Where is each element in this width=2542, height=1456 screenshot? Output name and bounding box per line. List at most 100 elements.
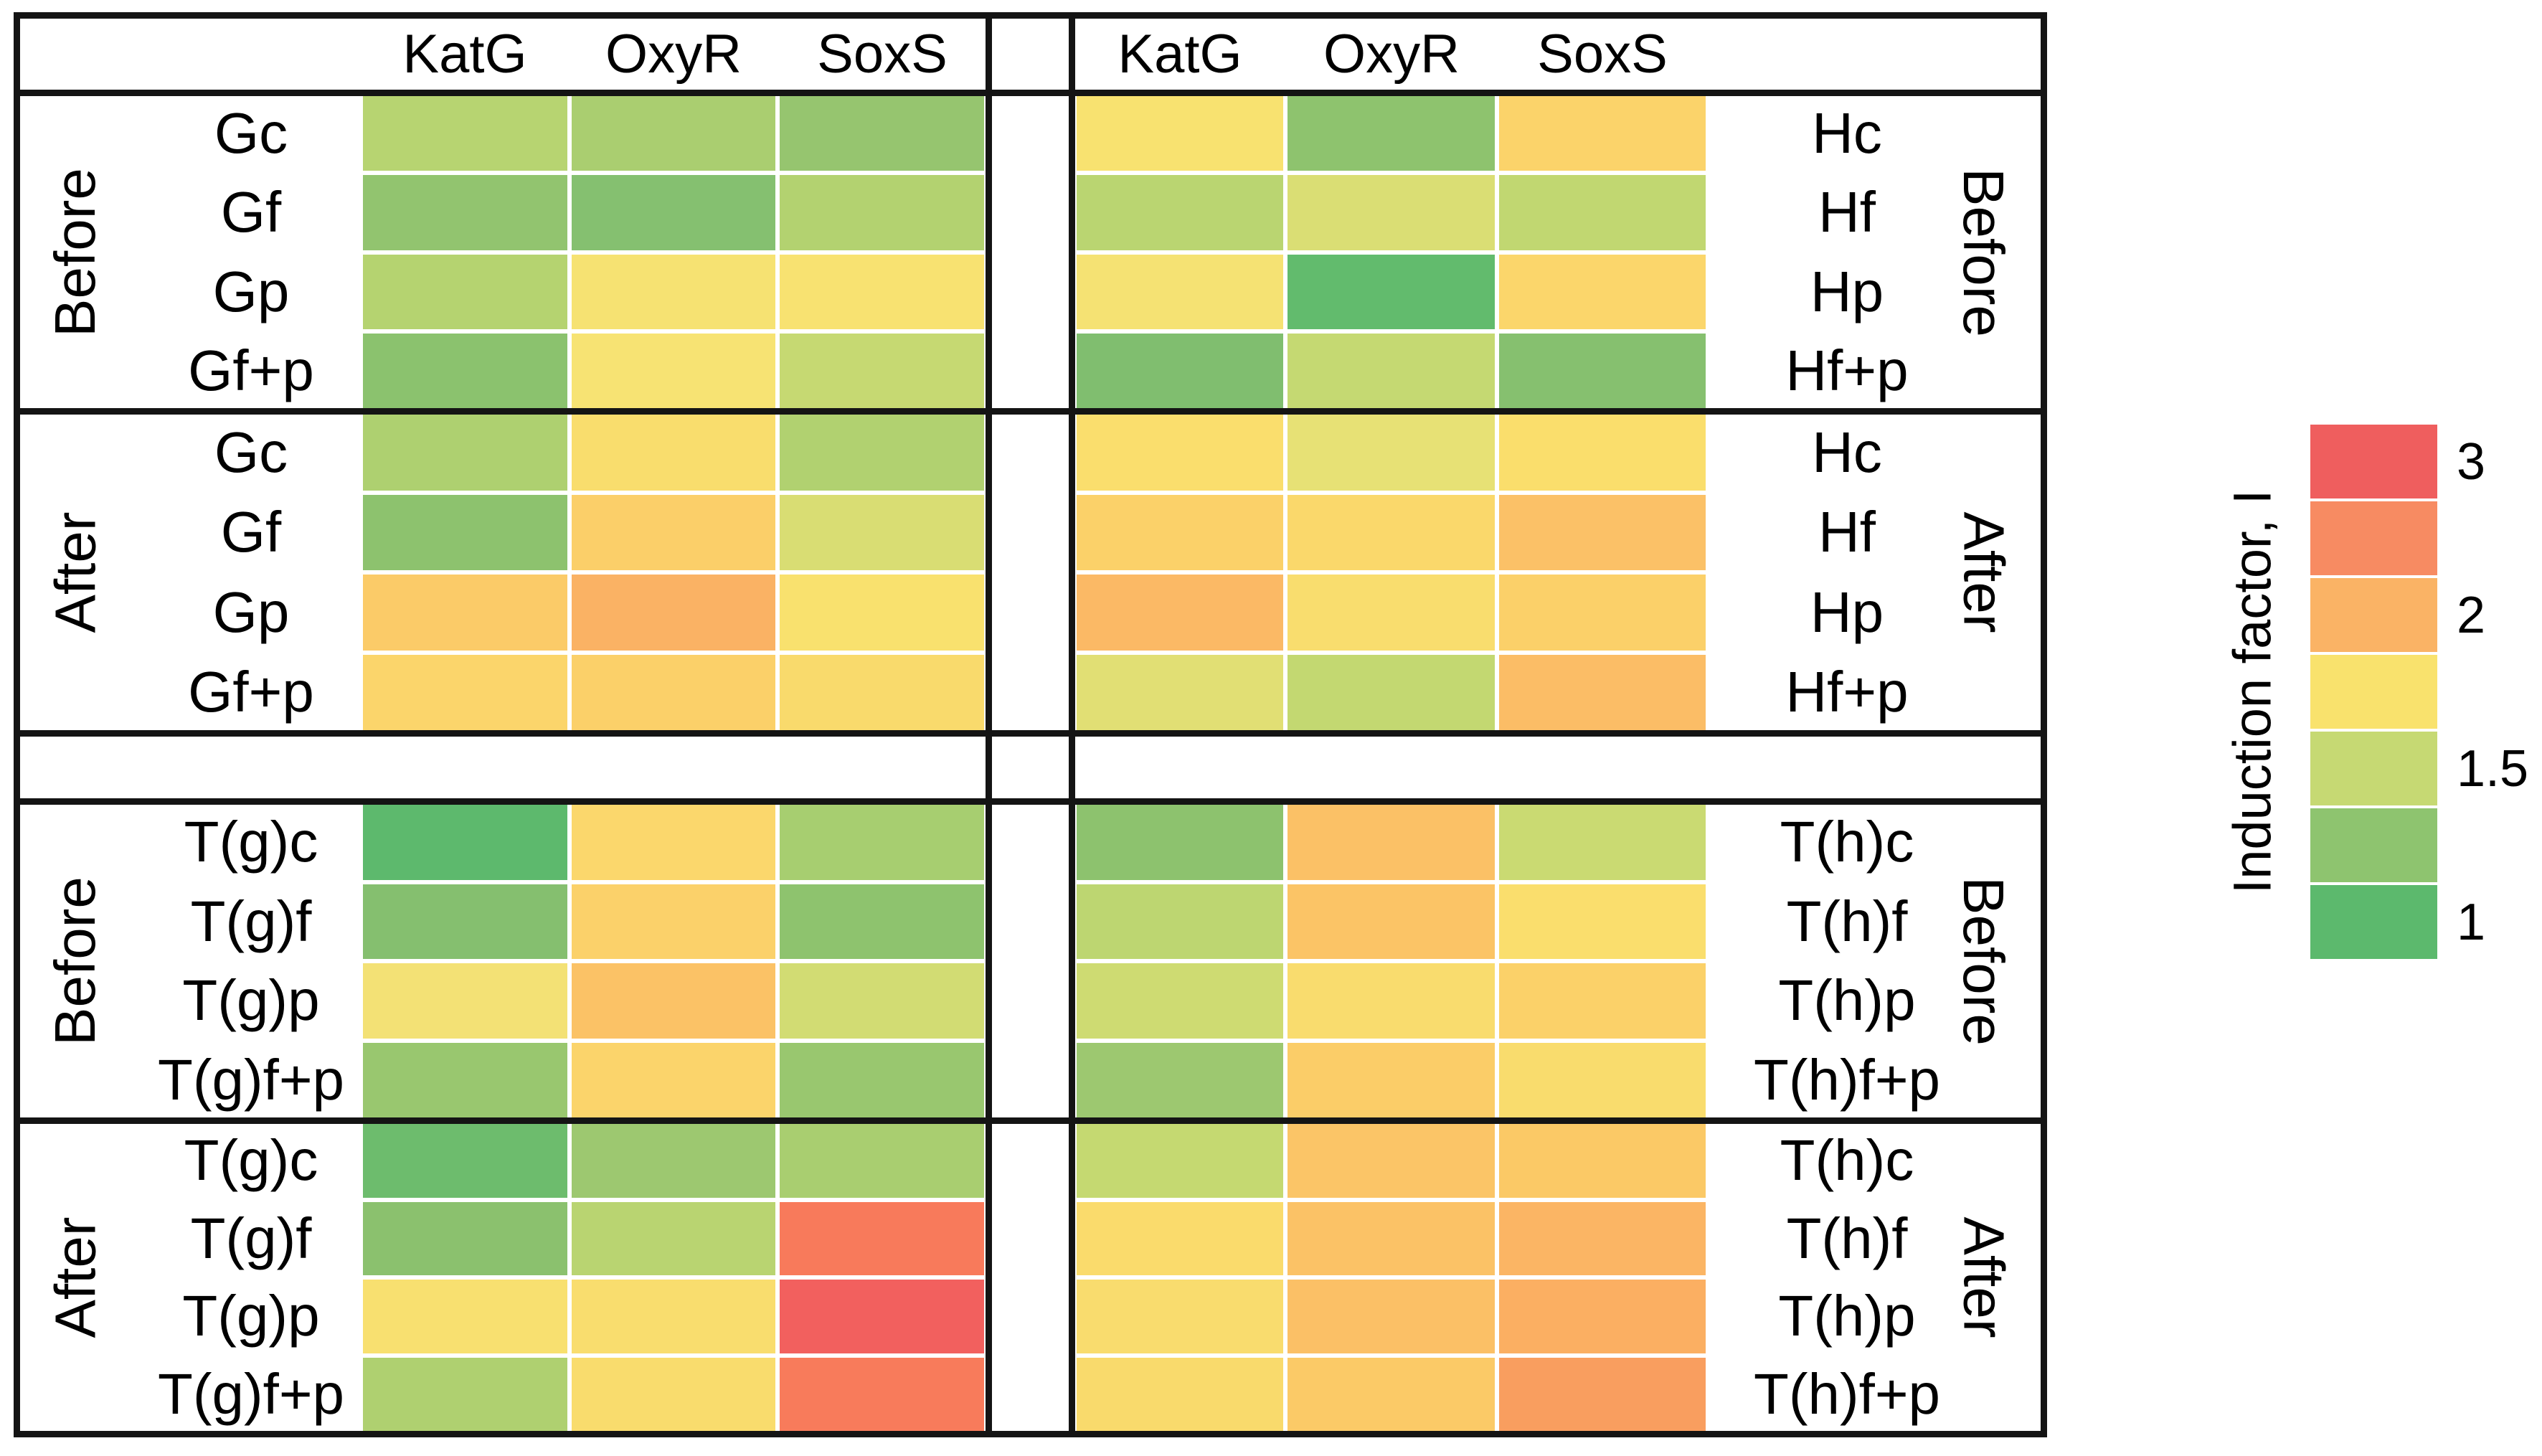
heatmap-cell [1287,963,1495,1039]
heatmap-cell [1077,494,1284,570]
heatmap-cell [1287,254,1495,329]
heatmap-cells [363,1124,984,1431]
heatmap-cell [1287,884,1495,959]
heatmap-cell [1077,1280,1284,1353]
heatmap-cell [1077,1201,1284,1275]
legend-color-block [2310,425,2437,498]
heatmap-cell [363,1042,567,1117]
heatmap-cell [1077,963,1284,1039]
heatmap-cell [1498,333,1706,408]
heatmap-cell [780,1124,984,1198]
row-label: T(h)f [1786,889,1908,953]
legend-color-block [2310,885,2437,959]
row-label: T(g)c [184,1128,318,1193]
heatmap-cell [780,1042,984,1117]
row-label-column: T(g)c T(g)f T(g)p T(g)f+p [93,1124,409,1431]
column-header-katg: KatG [1118,24,1242,85]
heatmap-cell [780,884,984,959]
row-label: Hc [1812,420,1882,484]
table-border-vertical [14,12,20,1437]
legend-title: Induction factor, I [2222,489,2282,894]
heatmap-cell [1287,1280,1495,1353]
column-header-soxs: SoxS [1537,24,1668,85]
row-label: T(h)c [1780,810,1914,874]
heatmap-cell [780,415,984,491]
heatmap-cell [571,884,776,959]
heatmap-cell [1077,175,1284,250]
row-label-column: Hc Hf Hp Hf+p [1714,96,1980,408]
table-border-horizontal [14,12,2047,19]
heatmap-cell [780,96,984,171]
heatmap-cell [1287,805,1495,880]
heatmap-cell [780,333,984,408]
heatmap-cell [1077,333,1284,408]
heatmap-cell [571,805,776,880]
heatmap-cell [1287,575,1495,651]
heatmap-cell [1077,654,1284,730]
table-border-vertical [986,12,992,1437]
heatmap-cell [363,884,567,959]
heatmap-cell [1498,415,1706,491]
heatmap-cell [1498,963,1706,1039]
heatmap-cell [1498,1042,1706,1117]
row-label-column: Gc Gf Gp Gf+p [93,415,409,730]
heatmap-cell [363,1201,567,1275]
row-label: Hf [1818,180,1876,245]
heatmap-cell [1287,175,1495,250]
row-label: Hc [1812,101,1882,166]
row-label: Hf+p [1785,338,1909,402]
row-label: T(h)f [1786,1206,1908,1270]
heatmap-cell [1498,1201,1706,1275]
heatmap-cell [1287,494,1495,570]
heatmap-cell [1287,654,1495,730]
heatmap-cell [571,333,776,408]
legend-color-block [2310,808,2437,882]
heatmap-cell [571,1357,776,1431]
heatmap-cell [780,575,984,651]
heatmap-cell [1498,254,1706,329]
heatmap-cell [363,654,567,730]
row-label: Gf [220,500,282,564]
legend-tick-1: 1 [2457,894,2486,951]
heatmap-cell [1498,96,1706,171]
heatmap-cell [1287,96,1495,171]
heatmap-cell [780,1201,984,1275]
legend-tick-2: 2 [2457,587,2486,644]
column-header-katg: KatG [402,24,527,85]
row-label: Hp [1810,580,1884,644]
row-label: T(g)c [184,810,318,874]
heatmap-cell [1498,884,1706,959]
heatmap-cell [571,1042,776,1117]
row-label-column: Hc Hf Hp Hf+p [1714,415,1980,730]
legend-color-block [2310,501,2437,575]
heatmap-cell [571,415,776,491]
heatmap-cell [780,254,984,329]
heatmap-cell [1077,1357,1284,1431]
table-border-horizontal [14,798,2047,805]
heatmap-cell [1077,1124,1284,1198]
heatmap-cell [571,963,776,1039]
heatmap-cell [571,1201,776,1275]
column-header-soxs: SoxS [817,24,948,85]
table-border-horizontal [14,1117,2047,1124]
table-border-horizontal [14,90,2047,96]
heatmap-cell [1287,333,1495,408]
heatmap-cells [363,415,984,730]
heatmap-cell [780,805,984,880]
legend-color-block [2310,655,2437,729]
heatmap-cell [1287,1201,1495,1275]
heatmap-cell [1287,1124,1495,1198]
heatmap-cell [363,494,567,570]
heatmap-cell [571,575,776,651]
row-label: Hf+p [1785,660,1909,724]
row-label-column: T(h)c T(h)f T(h)p T(h)f+p [1714,805,1980,1117]
row-label: Hf [1818,500,1876,564]
row-label: Gp [212,580,290,644]
row-label: T(h)c [1780,1128,1914,1193]
heatmap-cell [363,1124,567,1198]
heatmap-cell [780,963,984,1039]
legend-tick-1-5: 1.5 [2457,740,2529,798]
heatmap-cell [571,96,776,171]
heatmap-cell [1498,575,1706,651]
heatmap-cells [1077,415,1706,730]
